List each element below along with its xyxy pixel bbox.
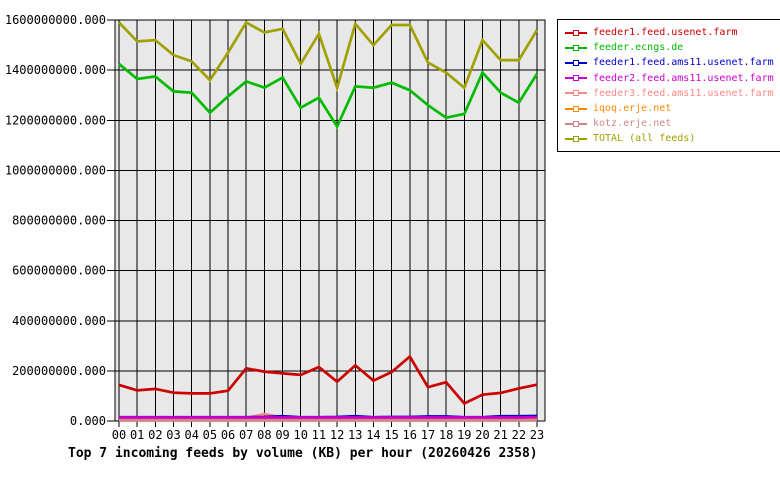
legend-label: feeder1.feed.usenet.farm <box>593 27 738 38</box>
x-axis-label: 01 <box>130 428 144 442</box>
x-axis-label: 05 <box>203 428 217 442</box>
x-axis-label: 06 <box>221 428 235 442</box>
legend-label: feeder2.feed.ams11.usenet.farm <box>593 72 774 84</box>
legend-marker-icon <box>573 90 579 97</box>
x-axis-label: 10 <box>294 428 308 442</box>
x-axis-label: 02 <box>148 428 162 442</box>
x-axis-label: 17 <box>421 428 435 442</box>
x-axis-label: 20 <box>475 428 489 442</box>
legend-sample-line <box>565 75 587 82</box>
series-line-feeder.ecngs.de <box>118 62 539 130</box>
legend-label: feeder.ecngs.de <box>593 42 684 54</box>
legend-item: feeder1.feed.usenet.farm <box>565 25 774 40</box>
y-axis-label: 1600000000.000 <box>5 13 106 27</box>
legend-marker-icon <box>573 120 579 127</box>
legend-item: feeder3.feed.ams11.usenet.farm <box>565 86 774 101</box>
legend: feeder1.feed.usenet.farm feeder.ecngs.de f… <box>557 19 780 152</box>
x-axis-label: 09 <box>275 428 289 442</box>
x-axis-label: 04 <box>184 428 198 442</box>
legend-sample-line <box>565 59 587 66</box>
x-axis-label: 11 <box>312 428 326 442</box>
legend-marker-icon <box>573 105 579 112</box>
legend-item: feeder.ecngs.de <box>565 40 774 55</box>
x-axis-label: 19 <box>457 428 471 442</box>
legend-label: feeder3.feed.ams11.usenet.farm <box>593 87 774 99</box>
legend-item: kotz.erje.net <box>565 116 774 131</box>
legend-item: feeder1.feed.ams11.usenet.farm <box>565 55 774 70</box>
legend-label: feeder1.feed.ams11.usenet.farm <box>593 57 774 69</box>
x-axis-label: 07 <box>239 428 253 442</box>
x-axis-label: 23 <box>530 428 544 442</box>
x-axis-label: 14 <box>366 428 380 442</box>
legend-label: TOTAL (all feeds) <box>593 133 696 145</box>
y-axis-label: 400000000.000 <box>12 314 106 328</box>
y-axis-label: 600000000.000 <box>12 264 106 278</box>
legend-sample-line <box>565 105 587 112</box>
legend-label: kotz.erje.net <box>593 118 672 130</box>
legend-sample-line <box>565 29 587 36</box>
x-axis-label: 18 <box>439 428 453 442</box>
y-axis-label: 0.000 <box>70 414 106 428</box>
legend-marker-icon <box>573 44 579 51</box>
x-axis-label: 00 <box>112 428 126 442</box>
legend-marker-icon <box>573 135 579 142</box>
x-axis-label: 13 <box>348 428 362 442</box>
x-axis-label: 15 <box>384 428 398 442</box>
legend-marker-icon <box>573 29 579 36</box>
legend-marker-icon <box>573 75 579 82</box>
legend-sample-line <box>565 120 587 127</box>
x-axis-label: 21 <box>493 428 507 442</box>
legend-item: iqoq.erje.net <box>565 101 774 116</box>
legend-sample-line <box>565 90 587 97</box>
y-axis-label: 1200000000.000 <box>5 113 106 127</box>
legend-sample-line <box>565 135 587 142</box>
legend-item: feeder2.feed.ams11.usenet.farm <box>565 71 774 86</box>
x-axis-label: 03 <box>166 428 180 442</box>
legend-label: iqoq.erje.net <box>593 102 672 114</box>
x-axis-label: 16 <box>403 428 417 442</box>
y-axis-label: 1400000000.000 <box>5 63 106 77</box>
x-axis-label: 22 <box>512 428 526 442</box>
legend-item: TOTAL (all feeds) <box>565 131 774 146</box>
x-axis-label: 12 <box>330 428 344 442</box>
y-axis-label: 800000000.000 <box>12 214 106 228</box>
chart-title: Top 7 incoming feeds by volume (KB) per … <box>68 446 538 461</box>
y-axis-label: 1000000000.000 <box>5 163 106 177</box>
x-axis-label: 08 <box>257 428 271 442</box>
legend-marker-icon <box>573 59 579 66</box>
series-line-feeder1.feed.usenet.farm <box>118 354 538 406</box>
y-axis-label: 200000000.000 <box>12 364 106 378</box>
series-line-TOTAL (all feeds) <box>118 20 539 93</box>
legend-sample-line <box>565 44 587 51</box>
